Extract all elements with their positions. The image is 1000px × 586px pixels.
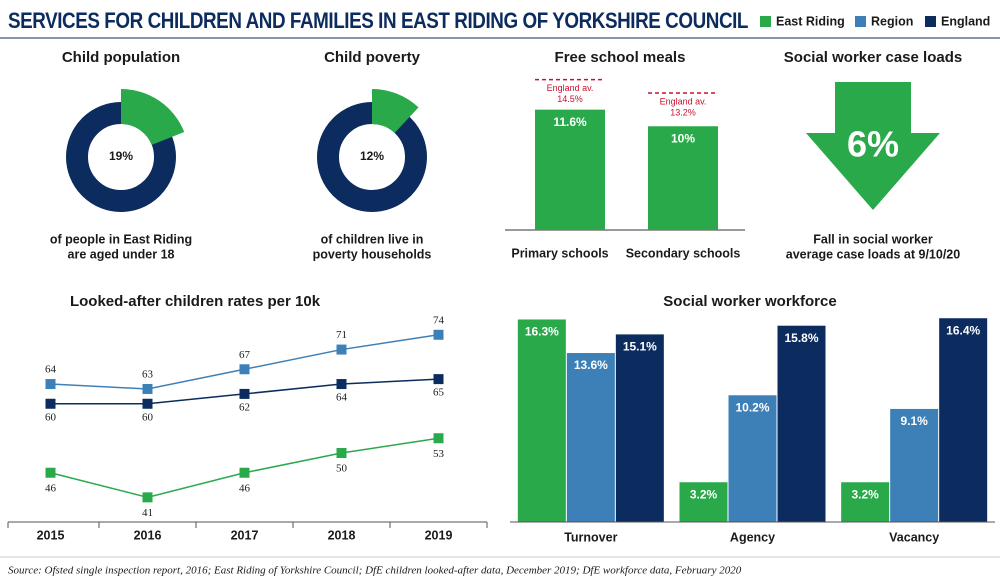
point	[45, 467, 56, 478]
value-label: 11.6%	[553, 115, 587, 129]
legend-swatch	[925, 16, 936, 27]
value-label: 3.2%	[690, 487, 718, 501]
value-label: 60	[45, 411, 57, 423]
bar	[939, 318, 988, 522]
x-tick-label: 2019	[425, 528, 453, 542]
value-label: 10%	[671, 131, 695, 145]
bar	[728, 395, 777, 522]
value-label: 12%	[360, 149, 384, 163]
value-label: 15.8%	[784, 331, 818, 345]
value-label: 67	[239, 349, 251, 361]
caption: are aged under 18	[68, 247, 175, 261]
value-label: 15.1%	[623, 340, 657, 354]
caption: of people in East Riding	[50, 232, 192, 246]
value-label: 6%	[847, 124, 899, 165]
bar	[615, 334, 664, 522]
x-tick-label: 2016	[134, 528, 162, 542]
value-label: 3.2%	[851, 487, 879, 501]
point	[433, 329, 444, 340]
chart-title: Child population	[62, 49, 180, 66]
value-label: 16.3%	[525, 325, 559, 339]
reference-label: England av.	[660, 96, 707, 106]
x-tick-label: 2015	[37, 528, 65, 542]
reference-label: England av.	[547, 83, 594, 93]
point	[433, 374, 444, 385]
value-label: 13.6%	[574, 358, 608, 372]
point	[336, 344, 347, 355]
source: Source: Ofsted single inspection report,…	[8, 565, 742, 577]
value-label: 10.2%	[735, 400, 769, 414]
value-label: 64	[336, 392, 348, 404]
x-tick-label: Turnover	[564, 530, 617, 544]
caption: poverty households	[313, 247, 432, 261]
bar	[648, 126, 718, 230]
x-tick-label: 2018	[328, 528, 356, 542]
line-series	[50, 334, 439, 390]
x-tick-label: Secondary schools	[626, 246, 741, 260]
value-label: 62	[239, 401, 250, 413]
value-label: 46	[45, 482, 57, 494]
point	[142, 398, 153, 409]
value-label: 46	[239, 482, 251, 494]
legend-swatch	[855, 16, 866, 27]
point	[45, 379, 56, 390]
value-label: 19%	[109, 149, 133, 163]
point	[336, 379, 347, 390]
caption: of children live in	[321, 232, 424, 246]
page-title: SERVICES FOR CHILDREN AND FAMILIES IN EA…	[8, 8, 748, 33]
legend-swatch	[760, 16, 771, 27]
x-tick-label: Primary schools	[511, 246, 608, 260]
legend-label: East Riding	[776, 14, 845, 28]
donut-slice	[121, 89, 185, 145]
bar	[535, 109, 605, 230]
point	[239, 364, 250, 375]
caption: Fall in social worker	[813, 232, 933, 246]
reference-value: 14.5%	[557, 94, 583, 104]
chart-title: Child poverty	[324, 49, 421, 66]
value-label: 50	[336, 463, 348, 475]
legend-label: England	[941, 14, 990, 28]
bar	[890, 408, 939, 522]
value-label: 53	[433, 448, 445, 460]
point	[336, 448, 347, 459]
point	[433, 433, 444, 444]
point	[142, 492, 153, 503]
chart-title: Looked-after children rates per 10k	[70, 293, 321, 310]
bar	[679, 482, 728, 522]
bar	[517, 319, 566, 522]
value-label: 41	[142, 507, 153, 519]
donut-slice	[372, 89, 419, 133]
chart-title: Free school meals	[555, 49, 686, 66]
chart-title: Social worker case loads	[784, 49, 962, 66]
bar	[841, 482, 890, 522]
value-label: 71	[336, 329, 347, 341]
value-label: 64	[45, 364, 57, 376]
chart-title: Social worker workforce	[663, 293, 836, 310]
value-label: 74	[433, 314, 445, 326]
point	[239, 388, 250, 399]
value-label: 9.1%	[900, 414, 928, 428]
legend-label: Region	[871, 14, 913, 28]
point	[239, 467, 250, 478]
value-label: 16.4%	[946, 323, 980, 337]
value-label: 65	[433, 387, 445, 399]
value-label: 63	[142, 369, 154, 381]
arrow	[806, 82, 940, 210]
value-label: 60	[142, 411, 154, 423]
bar	[566, 353, 615, 522]
x-tick-label: Agency	[730, 530, 775, 544]
point	[45, 398, 56, 409]
x-tick-label: Vacancy	[889, 530, 939, 544]
point	[142, 383, 153, 394]
caption: average case loads at 9/10/20	[786, 247, 960, 261]
bar	[777, 325, 826, 522]
reference-value: 13.2%	[670, 107, 696, 117]
x-tick-label: 2017	[231, 528, 259, 542]
